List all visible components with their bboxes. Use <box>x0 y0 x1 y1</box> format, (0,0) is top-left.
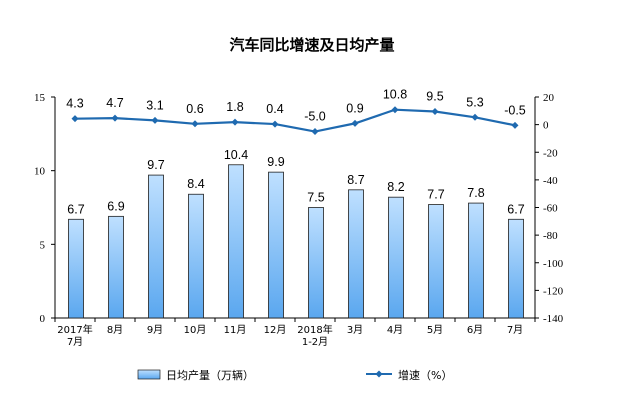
bar <box>308 207 324 319</box>
line-point <box>351 119 359 127</box>
bar-series <box>68 164 524 319</box>
bar <box>68 218 84 319</box>
bar <box>468 202 484 319</box>
bar <box>188 193 204 319</box>
x-tick-label: 5月 <box>427 324 443 336</box>
x-tick-label: 4月 <box>387 324 403 336</box>
line-value-label: 1.8 <box>226 100 243 114</box>
right-tick-label: -120 <box>543 285 564 297</box>
bar <box>508 218 524 319</box>
line-point <box>391 106 399 114</box>
line-point <box>471 113 479 121</box>
line-value-label: -0.5 <box>504 103 526 117</box>
right-tick-label: -140 <box>543 313 564 325</box>
line-value-label: 3.1 <box>146 98 163 112</box>
right-tick-label: 20 <box>543 92 555 104</box>
right-tick-label: -80 <box>543 230 558 242</box>
line-point <box>511 121 519 129</box>
line-value-label: 10.8 <box>383 88 407 102</box>
line-series <box>71 106 519 136</box>
line-point <box>271 120 279 128</box>
bar-value-label: 8.4 <box>187 177 204 191</box>
x-tick-label: 10月 <box>184 324 207 336</box>
right-tick-label: 0 <box>543 120 549 132</box>
x-tick-label: 2018年 1-2月 <box>297 323 332 348</box>
bar <box>148 174 164 319</box>
right-tick-label: -20 <box>543 147 558 159</box>
bar-value-label: 8.2 <box>387 180 404 194</box>
chart-title: 汽车同比增速及日均产量 <box>229 36 394 54</box>
bar-value-label: 6.7 <box>67 202 84 216</box>
x-tick-label: 6月 <box>467 324 483 336</box>
bar-value-label: 10.4 <box>224 148 248 162</box>
bar-value-label: 7.7 <box>427 188 444 202</box>
line-value-label: 4.7 <box>106 96 123 110</box>
bar-value-label: 7.8 <box>467 186 484 200</box>
line-point <box>311 128 319 136</box>
x-tick-label: 8月 <box>107 324 123 336</box>
data-labels: 6.7 6.9 9.7 8.4 10.4 9.9 7.5 8.7 8.2 7.7 7.8 6.7 4.3… <box>66 88 526 217</box>
x-tick-label: 2017年 7月 <box>57 323 92 348</box>
bar <box>428 204 444 319</box>
bar <box>108 215 124 319</box>
x-tick-label: 3月 <box>347 324 363 336</box>
bar <box>268 171 284 319</box>
line-value-label: 0.6 <box>186 102 203 116</box>
line-point <box>111 114 119 122</box>
line-point <box>231 118 239 126</box>
x-tick-label: 11月 <box>224 324 247 336</box>
line-value-label: 9.5 <box>426 90 443 104</box>
line-point <box>71 115 79 123</box>
bar <box>228 164 244 319</box>
line-point <box>191 120 199 128</box>
bar <box>348 189 364 319</box>
x-tick-label: 12月 <box>264 324 287 336</box>
right-tick-label: -60 <box>543 203 558 215</box>
growth-line <box>74 108 516 133</box>
legend-line-marker <box>375 370 383 378</box>
line-value-label: 5.3 <box>466 95 483 109</box>
legend: 日均产量（万辆） 增速（%） <box>137 368 452 382</box>
left-tick-label: 15 <box>34 92 46 104</box>
bar-value-label: 9.7 <box>147 158 164 172</box>
bar-value-label: 8.7 <box>347 173 364 187</box>
line-value-label: -5.0 <box>304 110 326 124</box>
left-tick-label: 5 <box>40 239 46 251</box>
bar-value-label: 9.9 <box>267 155 284 169</box>
line-value-label: 0.4 <box>266 102 283 116</box>
bar <box>388 196 404 319</box>
x-tick-label: 7月 <box>507 324 523 336</box>
x-tick-label: 9月 <box>147 324 163 336</box>
line-point <box>151 116 159 124</box>
bar-value-label: 6.7 <box>507 202 524 216</box>
axes: 0 5 10 15 20 0 -20 -40 -60 -80 -100 -120 -140 2017年 7月… <box>34 92 564 348</box>
bar-value-label: 7.5 <box>307 191 324 205</box>
line-point <box>431 108 439 116</box>
line-value-label: 4.3 <box>66 97 83 111</box>
line-value-label: 0.9 <box>346 101 363 115</box>
bar-value-label: 6.9 <box>107 199 124 213</box>
legend-bar-label: 日均产量（万辆） <box>166 368 254 382</box>
legend-bar-swatch <box>137 369 161 380</box>
left-tick-label: 10 <box>34 166 46 178</box>
left-tick-label: 0 <box>40 313 46 325</box>
right-tick-label: -100 <box>543 258 564 270</box>
legend-line-label: 增速（%） <box>398 368 452 382</box>
right-tick-label: -40 <box>543 175 558 187</box>
